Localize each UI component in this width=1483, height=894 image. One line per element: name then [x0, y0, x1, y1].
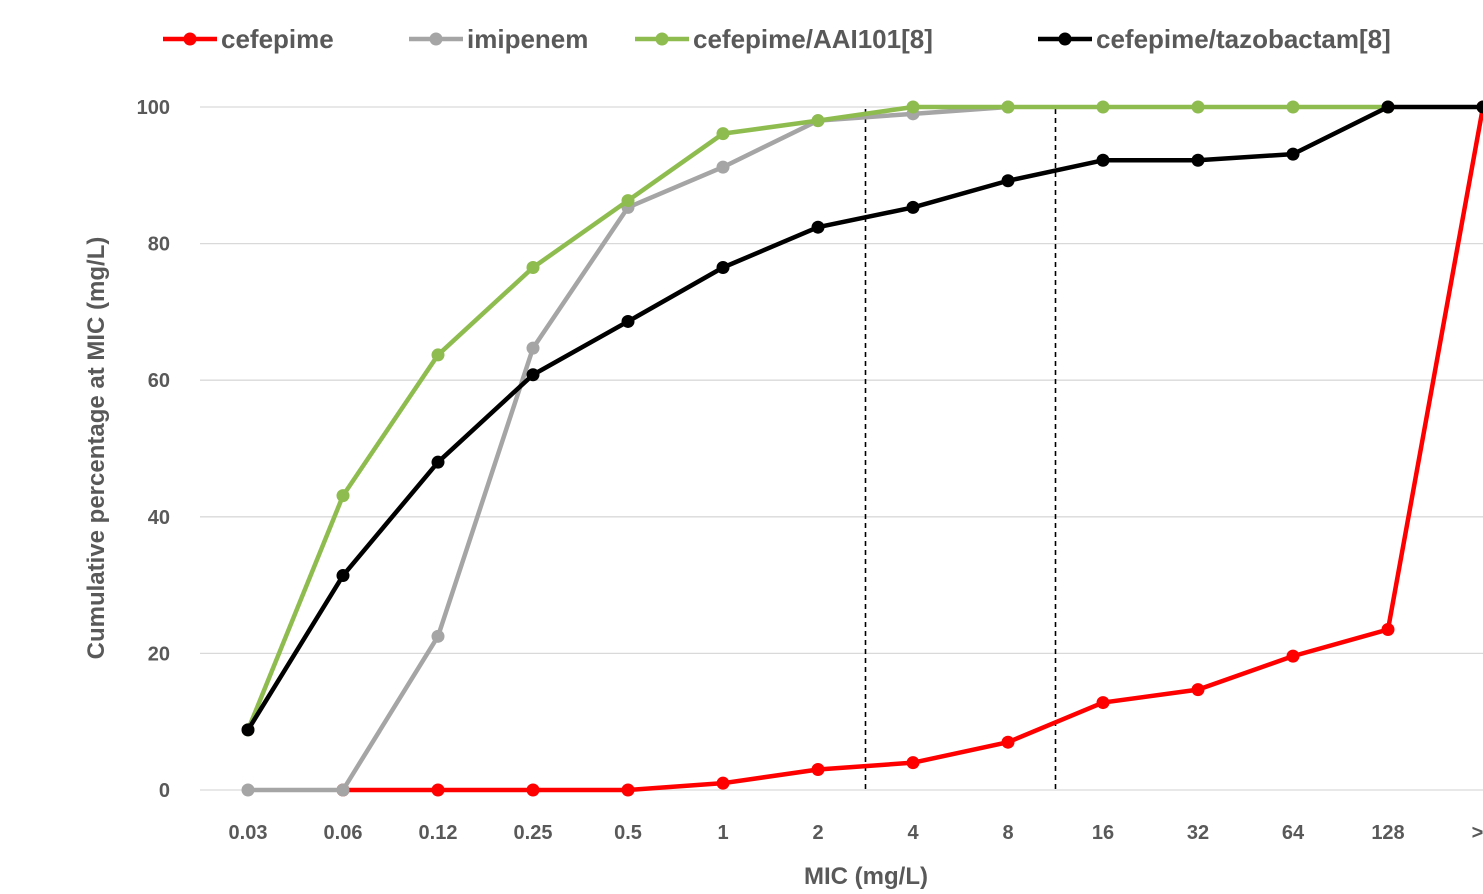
x-tick-0-03: 0.03 — [229, 822, 268, 844]
point-cefepime-aai101-8-2 — [811, 114, 825, 128]
point-imipenem-0-12 — [431, 629, 445, 643]
point-cefepime-tazobactam-8-128 — [1381, 100, 1395, 114]
point-cefepime-tazobactam-8-0-25 — [526, 368, 540, 382]
x-tick-0-06: 0.06 — [324, 822, 363, 844]
point-cefepime-1 — [716, 776, 730, 790]
series-cefepime-tazobactam-8 — [241, 100, 1483, 737]
point-cefepime-tazobactam-8-32 — [1191, 153, 1205, 167]
legend-label: imipenem — [467, 24, 588, 54]
x-tick-4: 4 — [907, 822, 919, 844]
point-cefepime-16 — [1096, 696, 1110, 710]
legend-swatch-marker — [429, 32, 443, 46]
line-cefepime-tazobactam-8 — [246, 104, 1483, 732]
point-cefepime-0-5 — [621, 783, 635, 797]
y-tick-0: 0 — [159, 780, 170, 802]
point-cefepime-4 — [906, 756, 920, 770]
x-axis-title: MIC (mg/L) — [804, 863, 928, 890]
point-cefepime-0-12 — [431, 783, 445, 797]
y-tick-labels: 0 20 40 60 80 100 — [137, 97, 170, 802]
y-tick-80: 80 — [148, 234, 170, 256]
breakpoint-lines — [864, 109, 1057, 790]
point-imipenem-0-25 — [526, 341, 540, 355]
x-tick-2: 2 — [812, 822, 823, 844]
y-tick-40: 40 — [148, 507, 170, 529]
point-cefepime-aai101-8-64 — [1286, 100, 1300, 114]
point-cefepime-aai101-8-0-12 — [431, 348, 445, 362]
point-cefepime-aai101-8-4 — [906, 100, 920, 114]
y-tick-100: 100 — [137, 97, 170, 119]
point-cefepime-tazobactam-8-0-06 — [336, 569, 350, 583]
point-imipenem-0-03 — [241, 783, 255, 797]
x-tick-32: 32 — [1187, 822, 1209, 844]
point-cefepime-tazobactam-8-16 — [1096, 153, 1110, 167]
x-tick-128: 128 — [1371, 822, 1404, 844]
legend-label: cefepime/AAI101[8] — [693, 24, 933, 54]
legend: cefepime imipenem cefepime/AAI101[8] cefepi… — [163, 24, 1391, 54]
point-cefepime-aai101-8-32 — [1191, 100, 1205, 114]
point-cefepime-aai101-8-8 — [1001, 100, 1015, 114]
point-cefepime-2 — [811, 763, 825, 777]
point-imipenem-1 — [716, 160, 730, 174]
point-cefepime-tazobactam-8-8 — [1001, 174, 1015, 188]
point-imipenem-0-06 — [336, 783, 350, 797]
y-tick-20: 20 — [148, 643, 170, 665]
point-cefepime-0-25 — [526, 783, 540, 797]
x-tick-labels: 0.03 0.06 0.12 0.25 0.5 1 2 4 8 16 32 64 128 >1 — [229, 822, 1483, 844]
x-tick-0-12: 0.12 — [419, 822, 458, 844]
legend-item-imipenem: imipenem — [409, 24, 588, 54]
point-cefepime-8 — [1001, 735, 1015, 749]
point-cefepime-tazobactam-8-2 — [811, 220, 825, 234]
legend-label: cefepime — [221, 24, 334, 54]
point-cefepime-tazobactam-8-1 — [716, 261, 730, 275]
legend-item-cefepime-aai101-8: cefepime/AAI101[8] — [635, 24, 933, 54]
x-tick-16: 16 — [1092, 822, 1114, 844]
y-axis-title: Cumulative percentage at MIC (mg/L) — [83, 237, 110, 660]
point-cefepime-tazobactam-8-1 — [1476, 100, 1483, 114]
line-cefepime-aai101-8 — [245, 104, 1388, 731]
point-cefepime-aai101-8-0-5 — [621, 194, 635, 208]
series-cefepime — [336, 100, 1483, 797]
x-tick-0-25: 0.25 — [514, 822, 553, 844]
gridlines — [200, 106, 1483, 791]
point-cefepime-tazobactam-8-0-12 — [431, 455, 445, 469]
legend-swatch-marker — [183, 32, 197, 46]
x-tick-1: >1 — [1472, 822, 1483, 844]
x-tick-8: 8 — [1002, 822, 1013, 844]
legend-item-cefepime-tazobactam-8: cefepime/tazobactam[8] — [1038, 24, 1391, 54]
point-cefepime-aai101-8-0-25 — [526, 261, 540, 275]
point-cefepime-32 — [1191, 683, 1205, 697]
y-tick-60: 60 — [148, 370, 170, 392]
series-group — [241, 100, 1483, 797]
point-cefepime-tazobactam-8-0-5 — [621, 314, 635, 328]
point-cefepime-tazobactam-8-0-03 — [241, 723, 255, 737]
point-cefepime-tazobactam-8-64 — [1286, 147, 1300, 161]
legend-swatch-marker — [1058, 32, 1072, 46]
x-tick-0-5: 0.5 — [614, 822, 642, 844]
point-cefepime-aai101-8-16 — [1096, 100, 1110, 114]
legend-label: cefepime/tazobactam[8] — [1096, 24, 1391, 54]
point-cefepime-64 — [1286, 649, 1300, 663]
series-cefepime-aai101-8 — [241, 100, 1395, 737]
point-cefepime-128 — [1381, 622, 1395, 636]
legend-item-cefepime: cefepime — [163, 24, 334, 54]
point-cefepime-tazobactam-8-4 — [906, 200, 920, 214]
point-cefepime-aai101-8-1 — [716, 127, 730, 141]
point-cefepime-aai101-8-0-06 — [336, 489, 350, 503]
x-tick-64: 64 — [1282, 822, 1305, 844]
legend-swatch-marker — [655, 32, 669, 46]
x-tick-1: 1 — [717, 822, 728, 844]
